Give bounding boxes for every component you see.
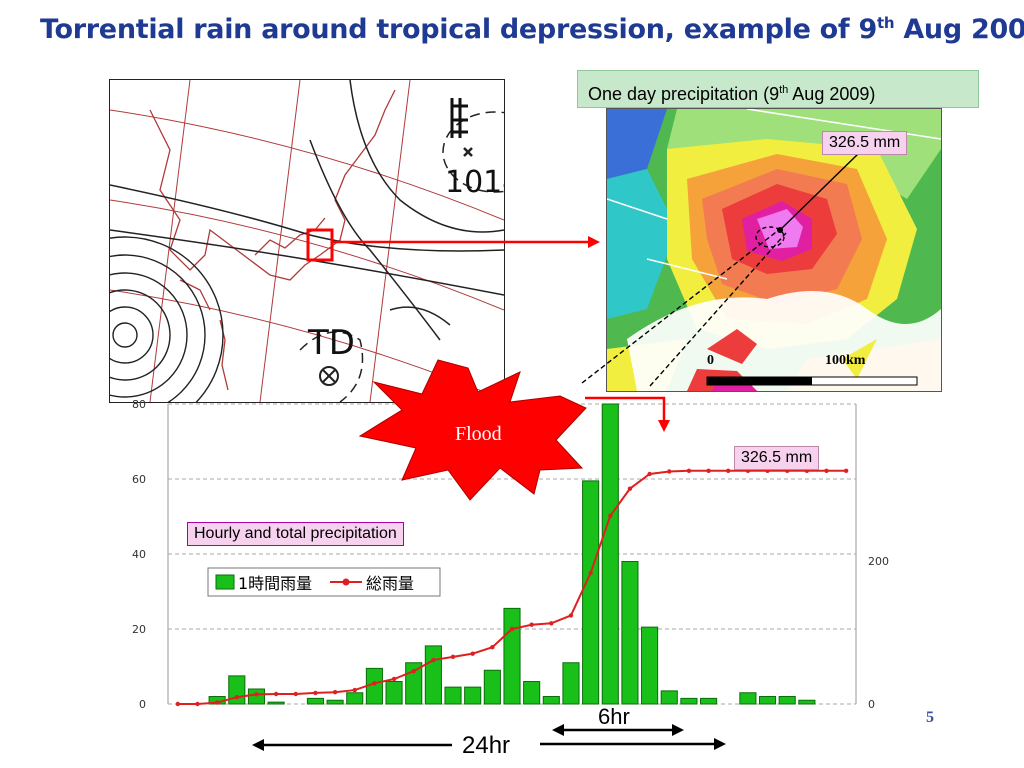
td-label: TD [307,323,355,363]
slide-title: Torrential rain around tropical depressi… [40,14,1024,45]
total-precip-label: 326.5 mm [734,446,820,470]
chart-bar [503,607,521,705]
chart-bar [562,662,580,705]
chart-bars [208,403,816,705]
chart-bar [601,403,619,705]
total-point [588,570,593,576]
total-point [667,469,672,474]
precip-caption-sup: th [779,84,789,96]
left-tick-label: 40 [132,548,146,561]
total-point [647,471,652,477]
precipitation-chart: 0 20 40 60 80 0 200 1時間雨量 総雨量 [110,396,910,716]
total-point [254,692,259,697]
six-hour-label: 6hr [598,704,630,729]
chart-ticks: 0 20 40 60 80 0 200 [132,398,889,711]
total-point [470,651,475,656]
chart-bar [778,696,796,705]
chart-bar [346,692,364,705]
total-point [686,468,692,473]
chart-bar [542,696,560,705]
chart-bar [523,681,541,705]
total-point [411,668,416,674]
study-area-box [306,228,334,262]
total-point [391,676,397,682]
total-point [175,701,181,707]
left-tick-label: 20 [132,623,146,636]
total-point [706,468,711,473]
total-point [372,681,377,686]
chart-bar [444,686,462,705]
total-point [568,613,574,618]
chart-bar [739,692,757,705]
td-isobar [389,306,451,326]
chart-bar [660,690,678,705]
total-point [627,486,633,491]
right-tick-label: 0 [868,698,875,711]
chart-legend: 1時間雨量 総雨量 [207,567,441,597]
precip-map-caption: One day precipitation (9th Aug 2009) [577,70,979,108]
total-point [273,691,279,697]
weather-map-drawing: 1014 TD [110,80,504,402]
total-point [490,645,495,650]
total-point [332,690,338,695]
chart-svg: 0 20 40 60 80 0 200 1時間雨量 総雨量 [132,398,889,711]
precip-caption-main: One day precipitation (9 [588,84,780,104]
total-point [234,695,239,700]
chart-bar [306,697,324,705]
chart-bar [641,626,659,705]
chart-bar [680,697,698,705]
stationary-front-symbol [450,98,468,138]
total-point [726,468,731,473]
total-point [293,691,298,697]
total-point [313,690,318,696]
left-tick-label: 80 [132,398,146,411]
page-number: 5 [926,709,934,726]
chart-bar [267,701,285,705]
weather-map: 1014 TD [109,79,505,403]
title-sup: th [876,14,895,32]
chart-bar [483,669,501,705]
twentyfour-hour-label: 24hr [462,732,511,759]
scale-label: 100km [825,353,866,368]
legend-total: 総雨量 [366,574,414,593]
chart-caption: Hourly and total precipitation [187,522,404,546]
total-point [352,687,357,693]
chart-bar [582,480,600,705]
pressure-label: 1014 [445,165,504,200]
left-tick-label: 60 [132,473,146,486]
chart-bar [798,699,816,705]
total-point [431,657,436,663]
chart-bar [758,696,777,705]
right-tick-label: 200 [868,555,889,568]
total-point [824,468,829,473]
total-point [195,701,200,707]
total-point [843,468,849,473]
scale-zero: 0 [707,353,714,368]
precip-caption-end: Aug 2009) [788,84,876,104]
title-main: Torrential rain around tropical depressi… [40,14,877,45]
left-tick-label: 0 [139,698,146,711]
chart-bar [464,686,482,705]
total-point [450,654,456,660]
td-dashed-isobar [299,331,364,402]
chart-bar [700,697,718,705]
chart-bar [424,645,442,705]
max-precip-label: 326.5 mm [822,131,908,155]
chart-bar [326,699,344,705]
chart-bar [385,681,403,705]
total-point [214,700,220,705]
total-point [608,513,613,518]
total-point [549,621,554,626]
high-low-mark [463,147,473,157]
chart-line [175,468,849,707]
total-point [509,626,515,632]
legend-hourly: 1時間雨量 [238,574,312,593]
chart-bar [621,561,639,705]
td-low-symbol [319,366,339,386]
title-end: Aug 2009 [903,14,1024,45]
typhoon-rings [110,236,224,402]
total-point [529,622,534,627]
